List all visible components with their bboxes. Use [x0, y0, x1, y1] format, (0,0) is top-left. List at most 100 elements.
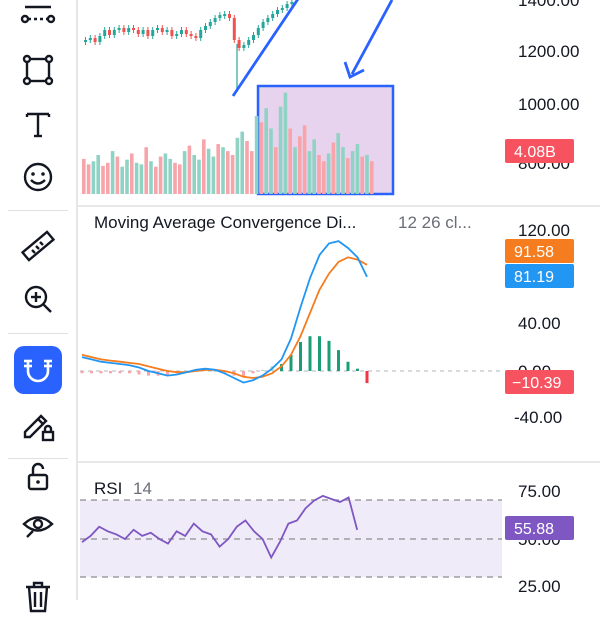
candle-body [232, 18, 236, 40]
volume-bar [82, 158, 86, 194]
arrow-head [343, 61, 365, 79]
volume-bar [230, 155, 235, 194]
histogram-bar [251, 371, 255, 374]
histogram-bar [99, 371, 103, 374]
candle-body [160, 28, 164, 32]
trend-line-tools-button[interactable] [14, 0, 62, 42]
histogram-bar [137, 371, 141, 375]
toolbar-separator [8, 333, 68, 334]
volume-bar [331, 142, 336, 194]
macd-axis-label: -40.00 [514, 408, 562, 427]
volume-bar [346, 158, 350, 194]
volume-bar [283, 92, 288, 194]
lock-drawing-icon [23, 414, 55, 442]
rsi-line [81, 494, 359, 560]
toolbar-divider [76, 0, 78, 600]
macd-badge-text: 81.19 [514, 269, 554, 286]
histogram-bar [118, 371, 122, 374]
zoom-in-icon [24, 285, 52, 313]
histogram-bar [109, 371, 112, 374]
macd-badge [505, 264, 574, 288]
histogram-bar [318, 336, 321, 371]
text-tool-button[interactable] [14, 100, 62, 148]
price-pane: 1400.00 1200.00 1000.00 800.00 4.08B [82, 0, 579, 196]
histogram-bar [327, 340, 331, 371]
histogram-bar [147, 371, 150, 376]
ruler-button[interactable] [14, 222, 62, 270]
price-axis-label: 1000.00 [518, 95, 579, 114]
toolbar-separator [8, 210, 68, 211]
volume-bar [130, 153, 134, 194]
histogram-bar [80, 371, 84, 374]
volume-bar [163, 153, 168, 194]
candle-body [108, 30, 111, 35]
volume-bar [144, 147, 148, 194]
rectangle-tool-button[interactable] [14, 46, 62, 94]
ruler-icon [20, 230, 56, 262]
volume-bar [187, 145, 192, 194]
volume-bar [168, 158, 172, 194]
volume-bar [96, 155, 100, 194]
volume-bar [158, 156, 163, 194]
text-tool-icon [25, 112, 51, 138]
candle-body [127, 28, 131, 32]
lock-drawing-button[interactable] [14, 401, 62, 449]
volume-bar [101, 165, 105, 194]
candle-body [218, 15, 222, 18]
chart-area[interactable]: 1400.00 1200.00 1000.00 800.00 4.08B Mov… [0, 0, 600, 600]
candle-body [151, 30, 155, 36]
candle-body [194, 36, 198, 38]
volume-bar [86, 164, 91, 194]
candle-body [136, 30, 140, 34]
rsi-badge [505, 516, 574, 540]
drawing-toolbar [0, 0, 76, 600]
candle-body [132, 28, 135, 30]
arrow-line[interactable] [350, 0, 394, 75]
macd-title: Moving Average Convergence Di... [94, 213, 356, 232]
candle-body [213, 18, 217, 22]
rsi-axis-label: 25.00 [518, 577, 561, 596]
rectangle-tool-icon [22, 54, 54, 86]
rsi-period: 14 [133, 479, 152, 498]
volume-bar [269, 128, 273, 194]
volume-bar [235, 137, 240, 194]
volume-bar [120, 166, 124, 194]
emoji-tool-button[interactable] [14, 153, 62, 201]
macd-histogram [80, 336, 369, 384]
volume-bar [202, 139, 206, 194]
candle-body [189, 34, 193, 36]
candle-body [252, 35, 255, 40]
candle-body [247, 40, 251, 45]
candle-body [180, 30, 183, 34]
histogram-bar [90, 371, 93, 374]
volume-bar [350, 151, 355, 194]
candle-body [204, 26, 207, 30]
signal-line [81, 256, 368, 379]
unlock-button[interactable] [14, 452, 62, 500]
candle-body [256, 28, 260, 35]
histogram-bar [261, 369, 264, 371]
magnet-button[interactable] [14, 346, 62, 394]
volume-bar [125, 159, 129, 194]
trend-line[interactable] [231, 0, 300, 97]
histogram-bar [128, 371, 131, 374]
histogram-bar [308, 336, 312, 371]
volume-bar [360, 156, 364, 194]
volume-bar [192, 155, 196, 194]
volume-bar [173, 162, 177, 194]
volume-bar [341, 147, 345, 194]
histogram-bar [356, 368, 359, 371]
volume-bar [278, 106, 283, 194]
candle-body [184, 30, 188, 34]
volume-bar [115, 156, 120, 194]
histogram-badge-text: −10.39 [512, 375, 561, 392]
histogram-bar [223, 371, 226, 374]
zoom-in-button[interactable] [14, 275, 62, 323]
histogram-bar [337, 350, 340, 371]
histogram-bar [213, 371, 217, 372]
emoji-tool-icon [23, 162, 53, 192]
candle-body [165, 30, 169, 32]
eye-button[interactable] [14, 500, 62, 548]
volume-bar [293, 147, 297, 194]
macd-axis-label: 120.00 [518, 221, 570, 240]
